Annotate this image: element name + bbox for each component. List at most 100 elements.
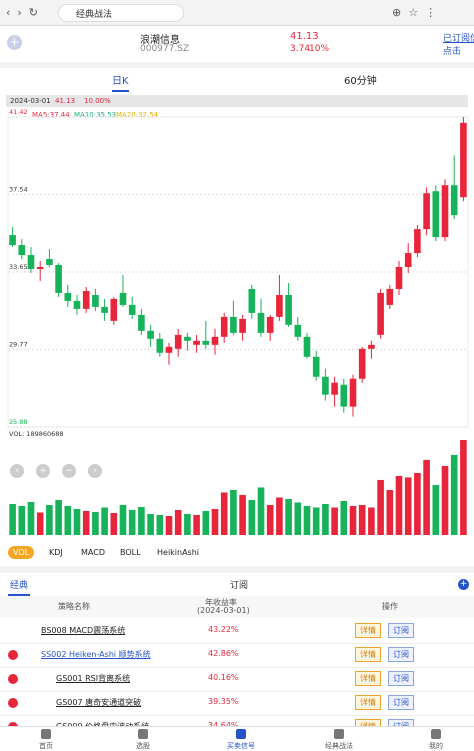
ctrl[interactable]: + — [36, 464, 50, 478]
volume-bar — [230, 489, 237, 535]
nav-label[interactable]: 经典战法 — [325, 742, 353, 750]
candle-body — [184, 336, 191, 341]
strategy-name[interactable]: GS007 唐奇安通道突破 — [56, 698, 142, 707]
candle-body — [423, 193, 430, 230]
badge — [8, 674, 18, 684]
stock-name: 浪潮信息 — [140, 35, 180, 46]
volume-bar — [257, 487, 265, 535]
nav-label[interactable]: 选股 — [136, 742, 150, 750]
candle-body — [46, 259, 53, 266]
strategy-name[interactable]: GS001 RSI背离系统 — [56, 674, 131, 683]
subscribed-link[interactable]: 已订阅信号 — [443, 34, 474, 44]
badge — [8, 650, 18, 660]
add-strategy[interactable]: + — [458, 579, 469, 590]
volume-bar — [395, 475, 403, 535]
info-bar — [6, 95, 468, 107]
info-date: 2024-03-01 — [10, 97, 51, 105]
nav-label[interactable]: 我的 — [429, 742, 443, 750]
candle-body — [128, 304, 136, 315]
candle-body — [92, 294, 99, 307]
volume-bar — [450, 454, 458, 535]
candle-body — [220, 316, 228, 337]
volume-bar — [156, 514, 164, 535]
volume-bar — [266, 504, 274, 535]
candle-body — [110, 298, 118, 321]
strategy-name[interactable]: SS002 Heiken-Ashi 顺势系统 — [41, 650, 151, 659]
ma-label: MA20:32.54 — [116, 111, 159, 119]
row-line — [0, 643, 474, 644]
nav-label[interactable]: 首页 — [39, 742, 53, 750]
volume-bar — [358, 504, 366, 535]
tab[interactable]: 60分钟 — [344, 76, 377, 87]
detail-button[interactable]: 详情 — [355, 623, 381, 638]
candle-body — [156, 338, 164, 353]
indicator-tab[interactable]: VOL — [8, 546, 35, 559]
volume-bar — [110, 512, 118, 535]
volume-bar — [165, 515, 173, 535]
subscribe-button[interactable]: 订阅 — [388, 623, 414, 638]
nav-label[interactable]: 买卖信号 — [227, 742, 255, 750]
y-tick-label: 37.54 — [9, 185, 28, 193]
volume-bar — [303, 505, 311, 535]
add-button[interactable]: + — [7, 35, 22, 50]
candle-body — [211, 336, 219, 345]
candle-body — [404, 253, 412, 268]
volume-bar — [46, 504, 53, 535]
candle-body — [147, 330, 154, 339]
volume-bar — [239, 494, 246, 535]
subscribe-button[interactable]: 订阅 — [388, 695, 414, 710]
th: (2024-03-01) — [197, 606, 250, 615]
candle-body — [294, 324, 302, 337]
volume-label: VOL: 189860688 — [9, 430, 64, 438]
return-pct: 42.86% — [208, 649, 239, 658]
volume-bar — [220, 492, 228, 535]
tab[interactable]: 日K — [112, 72, 129, 92]
detail-button[interactable]: 详情 — [355, 671, 381, 686]
section-tab[interactable]: 订阅 — [230, 581, 249, 591]
info-price: 41.13 — [55, 97, 76, 105]
candle-body — [119, 292, 127, 305]
nav-icon[interactable] — [236, 729, 246, 739]
indicator-tab[interactable]: BOLL — [120, 548, 141, 557]
volume-bar — [82, 510, 90, 535]
nav-icon[interactable] — [138, 729, 148, 739]
ma-label: MA10:35.53 — [74, 111, 117, 119]
indicator-tab[interactable]: MACD — [81, 548, 105, 557]
candle-body — [450, 185, 458, 216]
indicator-tab[interactable]: KDJ — [49, 548, 63, 557]
volume-bar — [147, 513, 154, 535]
ctrl[interactable]: › — [88, 464, 102, 478]
volume-bar — [101, 507, 108, 535]
candle-body — [460, 122, 467, 198]
volume-bar — [414, 472, 421, 535]
detail-button[interactable]: 详情 — [355, 647, 381, 662]
volume-bar — [138, 506, 145, 535]
detail-button[interactable]: 详情 — [355, 695, 381, 710]
volume-bar — [64, 505, 72, 535]
click-link[interactable]: 点击 — [443, 47, 462, 57]
th: 年收益率 — [205, 598, 237, 607]
section-tab[interactable]: 经典 — [8, 578, 31, 596]
nav-icon[interactable] — [334, 729, 344, 739]
candle-body — [386, 288, 394, 305]
subscribe-button[interactable]: 订阅 — [388, 671, 414, 686]
ctrl[interactable]: − — [62, 464, 76, 478]
strategy-name[interactable]: BS008 MACD震荡系统 — [41, 626, 126, 635]
candle-body — [340, 384, 348, 407]
candle-body — [377, 292, 384, 335]
nav-icons[interactable]: ‹ › ↻ — [6, 6, 39, 19]
candle-body — [64, 292, 72, 301]
nav-icon[interactable] — [431, 729, 441, 739]
url-pill[interactable] — [58, 4, 184, 22]
indicator-tab[interactable]: HeikinAshi — [157, 548, 200, 557]
volume-bar — [386, 489, 394, 535]
nav-icon[interactable] — [41, 729, 51, 739]
candle-body — [36, 267, 44, 270]
candle-body — [193, 340, 200, 345]
menu-icons[interactable]: ⊕ ☆ ⋮ — [392, 6, 437, 19]
subscribe-button[interactable]: 订阅 — [388, 647, 414, 662]
volume-bar — [202, 510, 210, 535]
volume-bar — [460, 440, 467, 535]
ctrl[interactable]: ‹ — [10, 464, 24, 478]
